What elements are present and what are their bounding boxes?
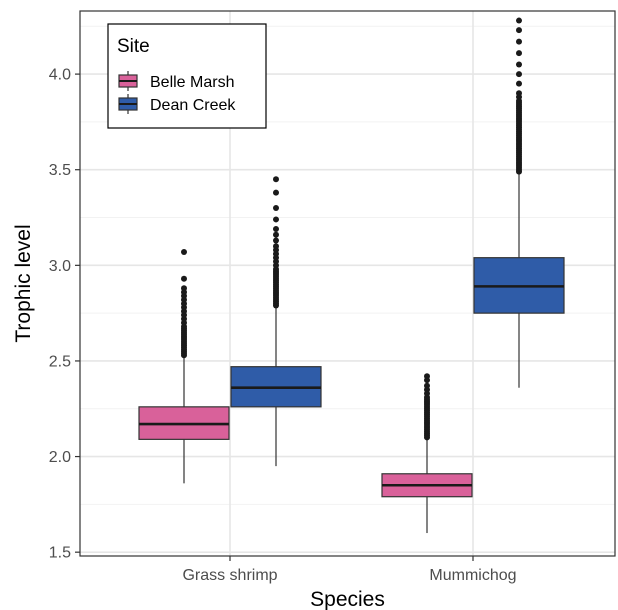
- outlier-point: [273, 176, 279, 183]
- outlier-point: [424, 382, 430, 389]
- legend-entries: Belle Marsh Dean Creek: [118, 71, 236, 114]
- y-tick-label: 3.5: [49, 162, 71, 179]
- outlier-point: [273, 226, 279, 232]
- legend: Site Belle Marsh Dean Creek: [107, 23, 267, 129]
- outlier-point: [516, 38, 522, 45]
- box-belle-marsh-grass-shrimp: [138, 248, 230, 484]
- y-tick-label: 1.5: [49, 545, 71, 562]
- box-dean-creek-grass-shrimp: [230, 176, 322, 467]
- y-axis-title: Trophic level: [12, 224, 35, 342]
- outlier-point: [516, 50, 522, 57]
- outlier-point: [516, 27, 522, 34]
- outlier-point: [273, 189, 279, 196]
- y-tick-label: 2.5: [49, 353, 71, 370]
- outlier-point: [273, 204, 279, 211]
- outlier-point: [181, 248, 187, 255]
- outlier-point: [516, 80, 522, 87]
- boxes-layer: [138, 17, 565, 534]
- y-tick-label: 4.0: [49, 67, 71, 84]
- outlier-point: [516, 17, 522, 24]
- box-dean-creek-mummichog: [473, 17, 565, 388]
- x-tick-label: Mummichog: [429, 567, 516, 584]
- outlier-point: [424, 373, 430, 380]
- outlier-point: [516, 61, 522, 68]
- outlier-point: [273, 216, 279, 223]
- legend-label: Dean Creek: [150, 97, 236, 114]
- outlier-point: [516, 90, 522, 97]
- panel-border: [79, 10, 616, 557]
- axes-layer: 1.5 2.0 2.5 3.0 3.5 4.0 Grass shrimp Mummichog: [49, 67, 517, 584]
- outlier-point: [273, 231, 279, 238]
- box-belle-marsh-mummichog: [381, 373, 473, 534]
- outlier-point: [181, 275, 187, 282]
- outlier-point: [273, 243, 279, 250]
- outlier-point: [273, 237, 279, 244]
- legend-label: Belle Marsh: [150, 74, 234, 91]
- legend-title: Site: [117, 36, 150, 57]
- y-tick-label: 3.0: [49, 258, 71, 275]
- legend-entry-belle-marsh: Belle Marsh: [118, 71, 234, 91]
- x-axis-title: Species: [310, 588, 385, 610]
- outlier-point: [516, 71, 522, 78]
- outlier-point: [181, 285, 187, 292]
- legend-entry-dean-creek: Dean Creek: [118, 94, 236, 114]
- y-tick-label: 2.0: [49, 449, 71, 466]
- x-tick-label: Grass shrimp: [182, 567, 277, 584]
